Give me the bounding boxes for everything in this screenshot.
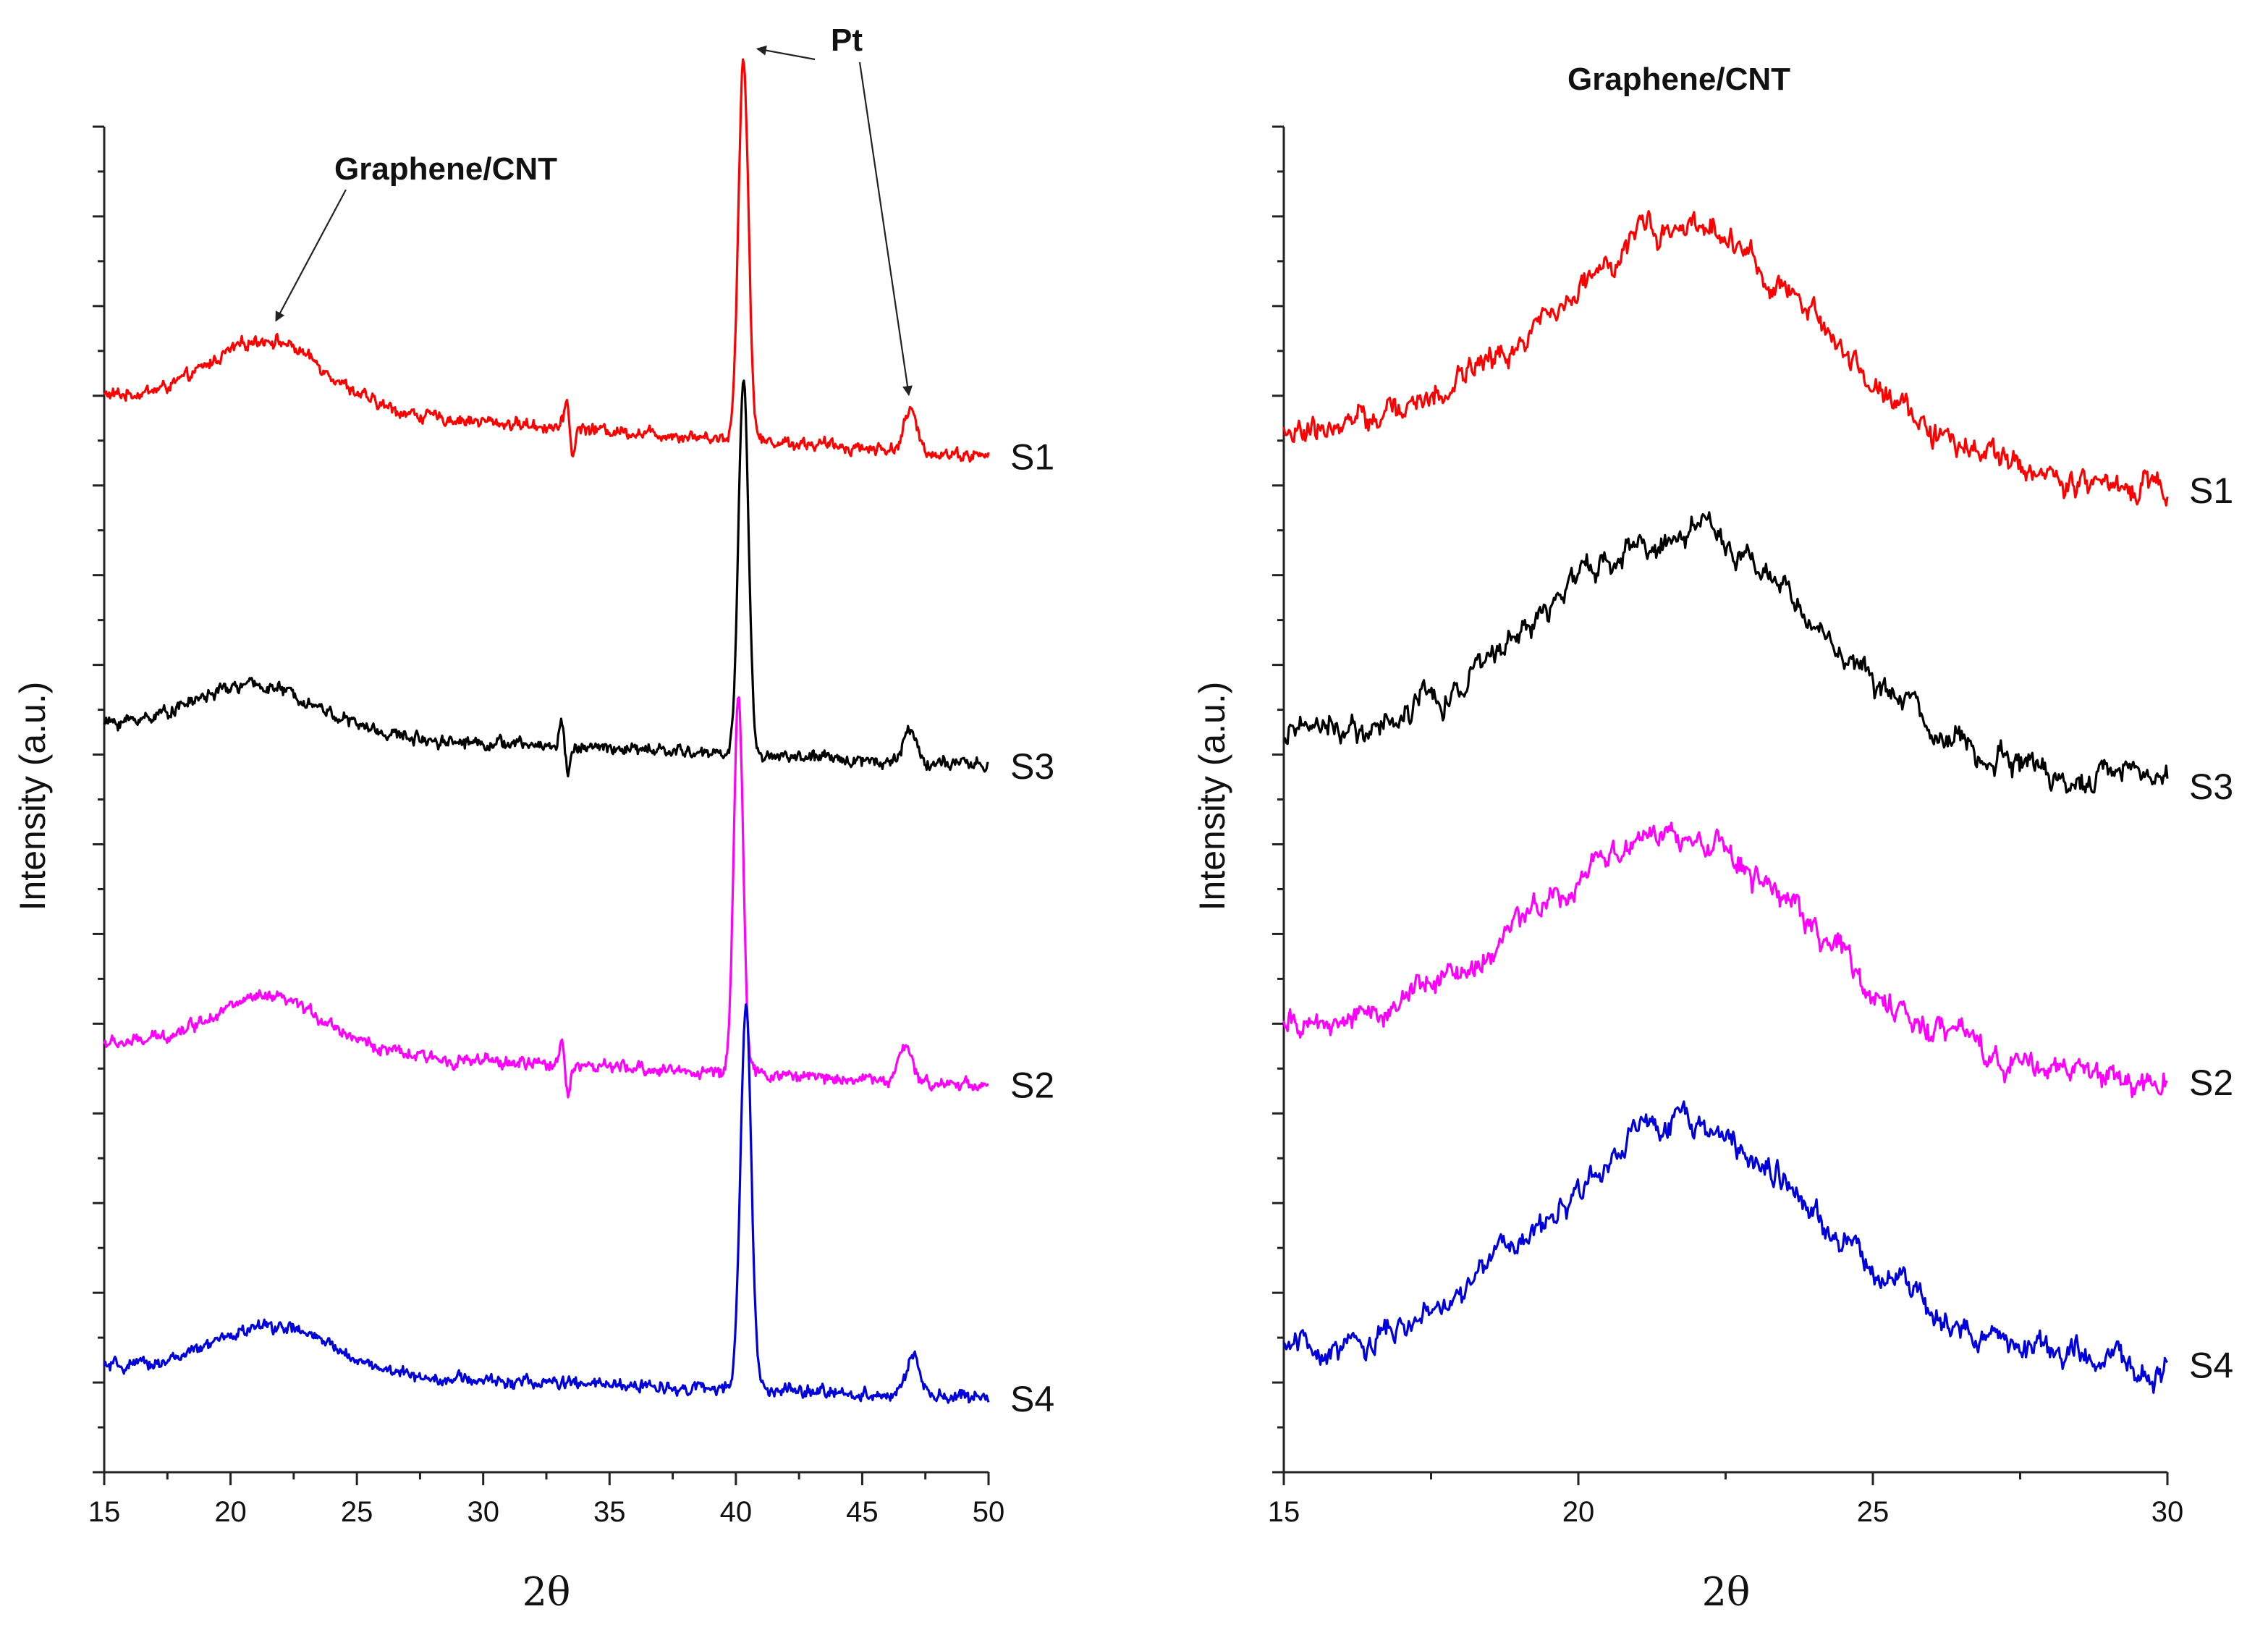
left-x-tick-label: 45 xyxy=(846,1496,879,1528)
right-trace-s2 xyxy=(1282,822,2168,1099)
right-series-label-s2: S2 xyxy=(2189,1063,2233,1103)
left-trace-s3 xyxy=(103,379,989,778)
left-series-label-s4: S4 xyxy=(1010,1379,1054,1419)
left-annotation-graphene: Graphene/CNT xyxy=(334,151,557,187)
right-series-label-s4: S4 xyxy=(2189,1345,2233,1385)
right-panel: Graphene/CNT Intensity (a.u.) 2θ 15 20 25 3… xyxy=(1192,62,2233,1615)
right-x-tick-label: 25 xyxy=(1857,1496,1890,1528)
left-y-axis-label: Intensity (a.u.) xyxy=(12,682,53,911)
left-arrow-pt-main xyxy=(756,45,816,61)
left-annotation-pt: Pt xyxy=(831,22,863,58)
left-series-label-s1: S1 xyxy=(1010,436,1054,477)
right-y-axis-label: Intensity (a.u.) xyxy=(1192,682,1232,911)
right-x-tick-label: 30 xyxy=(2151,1496,2184,1528)
left-trace-s4 xyxy=(103,1003,990,1404)
left-series-label-s2: S2 xyxy=(1010,1065,1054,1106)
left-arrow-graphene xyxy=(275,189,347,322)
right-series-label-s3: S3 xyxy=(2189,767,2233,807)
left-x-tick-label: 40 xyxy=(720,1496,753,1528)
left-x-tick-label: 50 xyxy=(973,1496,1005,1528)
right-panel-title: Graphene/CNT xyxy=(1567,62,1790,97)
left-x-tick-label: 30 xyxy=(467,1496,499,1528)
left-x-tick-label: 15 xyxy=(88,1496,121,1528)
right-trace-s4 xyxy=(1282,1100,2169,1394)
left-trace-s2 xyxy=(103,696,989,1099)
right-trace-s3 xyxy=(1283,511,2169,794)
left-trace-s1 xyxy=(103,58,990,463)
right-x-tick-label: 20 xyxy=(1562,1496,1595,1528)
left-arrow-pt-secondary xyxy=(858,62,913,397)
left-x-tick-label: 20 xyxy=(214,1496,247,1528)
left-x-tick-label: 25 xyxy=(341,1496,373,1528)
right-x-tick-label: 15 xyxy=(1268,1496,1300,1528)
right-series-label-s1: S1 xyxy=(2189,470,2233,511)
left-series-label-s3: S3 xyxy=(1010,746,1054,787)
left-x-tick-label: 35 xyxy=(593,1496,626,1528)
left-panel: Graphene/CNT Pt Intensity (a.u.) 2θ 15 20… xyxy=(12,22,1054,1615)
right-trace-s1 xyxy=(1282,210,2169,507)
left-x-axis-label: 2θ xyxy=(522,1569,571,1615)
right-x-axis-label: 2θ xyxy=(1702,1569,1751,1615)
